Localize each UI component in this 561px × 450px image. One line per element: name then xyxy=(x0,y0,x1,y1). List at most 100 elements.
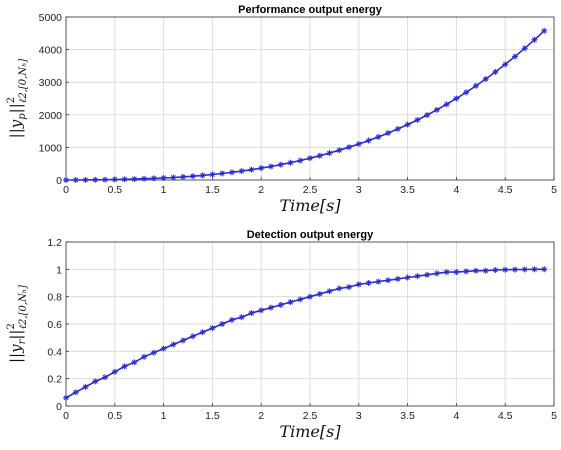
data-point-marker xyxy=(307,155,313,162)
y-tick-label: 1 xyxy=(56,264,62,276)
data-point-marker xyxy=(82,176,89,183)
x-tick-label: 5 xyxy=(551,410,557,422)
data-point-marker xyxy=(424,271,431,278)
data-point-marker xyxy=(248,310,255,317)
y-axis-label-norm: ℓ2,[0,Nₕ] xyxy=(18,59,29,103)
data-point-marker xyxy=(492,267,499,274)
y-tick-label: 0.4 xyxy=(47,346,62,358)
data-point-marker xyxy=(355,281,362,288)
data-point-marker xyxy=(92,176,99,183)
x-axis-label: Time[s] xyxy=(279,196,341,215)
data-point-marker xyxy=(385,130,392,137)
x-tick-label: 0 xyxy=(63,184,69,196)
data-point-marker xyxy=(404,121,411,128)
x-tick-label: 0.5 xyxy=(107,184,122,196)
data-point-marker xyxy=(141,353,148,360)
y-axis-label: ||yp||2ℓ2,[0,Nₕ] xyxy=(6,59,29,139)
data-point-marker xyxy=(92,378,99,385)
data-point-marker xyxy=(72,176,79,183)
data-point-marker xyxy=(472,82,479,89)
data-point-marker xyxy=(541,266,548,273)
data-point-marker xyxy=(63,177,69,183)
data-point-marker xyxy=(502,266,509,273)
data-point-marker xyxy=(297,296,304,303)
data-point-marker xyxy=(492,68,499,75)
data-point-marker xyxy=(365,137,372,144)
data-point-marker xyxy=(141,175,148,182)
x-tick-label: 2 xyxy=(258,184,264,196)
data-point-marker xyxy=(521,266,528,273)
data-point-marker xyxy=(180,173,187,180)
data-point-marker xyxy=(463,89,470,96)
y-axis-label-sup: 2 xyxy=(6,97,17,103)
data-point-marker xyxy=(238,168,245,175)
y-axis-label-sub: p xyxy=(17,113,28,120)
data-point-marker xyxy=(316,290,323,297)
data-point-marker xyxy=(375,278,382,285)
y-axis-label-main: ||y xyxy=(7,119,25,138)
data-point-marker xyxy=(131,176,138,183)
data-point-marker xyxy=(189,173,196,180)
data-point-marker xyxy=(170,174,177,181)
y-axis-label-close: || xyxy=(7,103,25,113)
chart-panel-1: 0 0.5 1 1.5 2 2.5 3 3.5 4 4.5 5 0 1000 2000 3000 4000 50… xyxy=(6,4,557,215)
data-point-marker xyxy=(287,299,294,306)
data-point-marker xyxy=(258,307,265,314)
data-point-marker xyxy=(63,394,69,401)
x-tick-label: 2.5 xyxy=(303,410,318,422)
x-axis-label: Time[s] xyxy=(279,422,341,441)
data-point-marker xyxy=(267,163,274,170)
y-axis-label-sup: 2 xyxy=(6,323,17,329)
data-point-marker xyxy=(336,285,343,292)
data-point-marker xyxy=(238,314,245,321)
y-tick-label: 0.8 xyxy=(47,292,62,304)
data-point-marker xyxy=(433,270,440,277)
x-tick-label: 3.5 xyxy=(400,184,415,196)
x-tick-label: 4 xyxy=(453,184,459,196)
data-point-marker xyxy=(326,150,333,157)
data-point-marker xyxy=(72,389,79,396)
data-point-marker xyxy=(121,363,128,370)
x-tick-label: 4.5 xyxy=(498,184,513,196)
data-point-marker xyxy=(150,349,157,356)
data-point-marker xyxy=(160,174,167,181)
data-point-marker xyxy=(228,169,235,176)
x-tick-label: 4 xyxy=(453,410,459,422)
data-point-marker xyxy=(375,133,382,140)
data-point-marker xyxy=(258,165,265,172)
data-point-marker xyxy=(385,277,392,284)
data-point-marker xyxy=(131,359,138,366)
data-point-marker xyxy=(267,304,274,311)
x-tick-label: 3.5 xyxy=(400,410,415,422)
data-point-marker xyxy=(326,288,333,295)
y-tick-label: 4000 xyxy=(39,45,63,57)
y-tick-label: 2000 xyxy=(39,110,63,122)
y-tick-label: 3000 xyxy=(39,77,63,89)
chart-panel-2: 0 0.5 1 1.5 2 2.5 3 3.5 4 4.5 5 0 0.2 0.4 0.6 0.8 1 1.2 De… xyxy=(6,229,557,441)
chart-title: Detection output energy xyxy=(247,229,374,241)
data-point-marker xyxy=(316,152,323,159)
data-point-marker xyxy=(219,170,226,177)
data-point-marker xyxy=(346,284,353,291)
y-axis-label-norm: ℓ2,[0,Nₕ] xyxy=(18,285,29,329)
data-point-marker xyxy=(189,333,196,340)
data-point-marker xyxy=(346,144,353,151)
data-point-marker xyxy=(160,345,167,352)
data-point-marker xyxy=(297,157,304,164)
data-point-marker xyxy=(277,301,284,308)
data-point-marker xyxy=(102,176,109,183)
data-point-marker xyxy=(199,329,206,336)
data-point-marker xyxy=(355,140,362,147)
data-point-marker xyxy=(404,274,411,281)
data-point-marker xyxy=(531,266,538,273)
data-point-marker xyxy=(531,36,538,43)
y-tick-label: 1000 xyxy=(39,142,63,154)
data-point-marker xyxy=(365,280,372,286)
data-point-marker xyxy=(209,325,216,332)
data-point-marker xyxy=(453,95,460,102)
axes-box xyxy=(65,241,555,407)
x-tick-label: 2 xyxy=(258,410,264,422)
x-tick-label: 2.5 xyxy=(303,184,318,196)
data-point-marker xyxy=(219,321,226,327)
data-point-marker xyxy=(287,159,294,166)
